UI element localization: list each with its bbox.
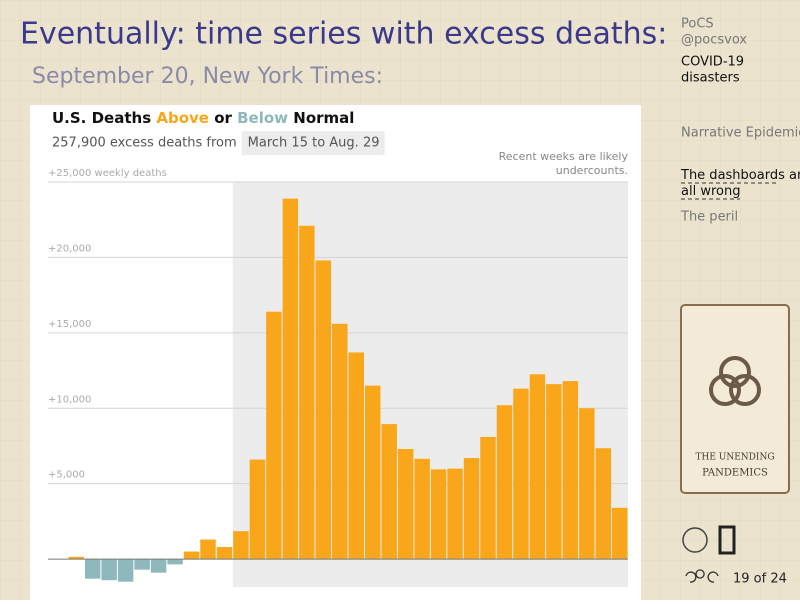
- bar: [332, 323, 348, 560]
- bar: [150, 559, 167, 573]
- bar: [529, 374, 546, 560]
- bar: [414, 458, 430, 560]
- bar: [266, 311, 282, 560]
- logo: [718, 525, 736, 555]
- bar: [496, 405, 513, 560]
- sidebar: PoCS @pocsvox COVID-19 disasters THE UNE…: [680, 17, 800, 587]
- bar: [249, 459, 266, 560]
- bar: [299, 225, 315, 560]
- title-part: or: [209, 109, 237, 127]
- card-text: PANDEMICS: [702, 468, 768, 479]
- card-icon: [719, 356, 751, 388]
- card-icon: [709, 374, 741, 406]
- title-part: Above: [156, 109, 209, 127]
- page-number: 19 of 24: [733, 572, 787, 587]
- bar: [167, 559, 183, 565]
- bar: [233, 531, 249, 560]
- period-box: [241, 131, 385, 155]
- bar: [348, 352, 364, 560]
- card-text: THE UNENDING: [695, 453, 774, 463]
- bar: [68, 556, 84, 560]
- bar: [315, 260, 332, 560]
- handle: @pocsvox: [681, 33, 747, 48]
- bar: [463, 458, 480, 560]
- bar: [282, 198, 299, 560]
- bar: [595, 448, 612, 560]
- y-tick-label: +15,000: [48, 319, 91, 330]
- title-part: Below: [237, 109, 288, 127]
- bar: [579, 408, 595, 560]
- bar: [397, 448, 414, 560]
- bar: [381, 424, 397, 560]
- section-link[interactable]: The dashboards are all wrong: [680, 168, 800, 199]
- y-tick-label: +5,000: [48, 470, 85, 481]
- chart: U.S. Deaths Above or Below Normal 257,900…: [48, 109, 629, 587]
- y-tick-label: +10,000: [48, 394, 91, 405]
- chart-title: U.S. Deaths Above or Below Normal: [52, 109, 354, 127]
- chart-subtitle: 257,900 excess deaths from: [52, 136, 237, 151]
- title-part: Normal: [288, 109, 354, 127]
- bar: [612, 507, 628, 560]
- slide-subtitle: September 20, New York Times:: [32, 64, 383, 89]
- card-icon: [729, 374, 761, 406]
- y-tick-label: +25,000 weekly deaths: [48, 168, 167, 179]
- bar: [546, 384, 562, 560]
- slide-title: Eventually: time series with excess deat…: [20, 17, 667, 52]
- bar: [562, 381, 579, 560]
- bar: [101, 559, 117, 581]
- bar: [200, 539, 216, 560]
- bar: [134, 559, 150, 570]
- y-tick-label: +20,000: [48, 243, 91, 254]
- section-link[interactable]: The peril: [680, 210, 738, 225]
- bar: [216, 547, 233, 560]
- course: PoCS: [681, 17, 714, 32]
- section-link[interactable]: Narrative Epidemiology: [681, 126, 800, 141]
- bar: [117, 559, 134, 582]
- bar: [447, 468, 463, 560]
- nav-icons[interactable]: [685, 569, 719, 583]
- bar: [364, 385, 381, 560]
- logo: [682, 527, 708, 553]
- note: undercounts.: [556, 164, 628, 177]
- period: March 15 to Aug. 29: [248, 136, 380, 151]
- bar: [513, 388, 529, 560]
- bar: [183, 551, 200, 560]
- bar: [480, 436, 496, 560]
- topic: COVID-19: [681, 55, 744, 70]
- title-part: U.S. Deaths: [52, 109, 156, 127]
- bar: [84, 559, 101, 579]
- shaded-period: [232, 182, 629, 587]
- note: Recent weeks are likely: [499, 150, 629, 163]
- topic: disasters: [681, 71, 740, 86]
- bar: [430, 469, 447, 560]
